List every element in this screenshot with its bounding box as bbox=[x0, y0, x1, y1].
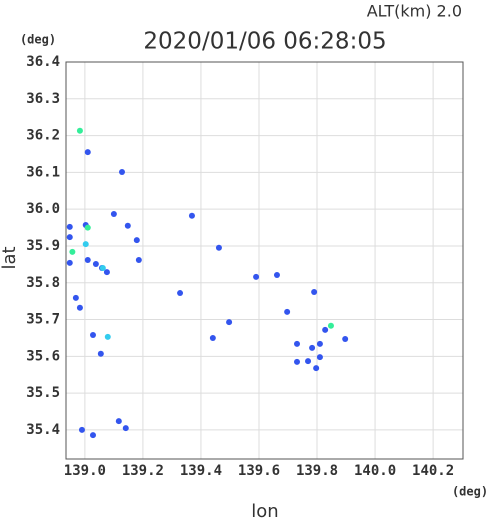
echo-point bbox=[316, 354, 323, 361]
echo-point bbox=[209, 334, 216, 341]
echo-point bbox=[115, 418, 122, 425]
echo-point bbox=[135, 256, 142, 263]
echo-point bbox=[309, 344, 316, 351]
echo-point bbox=[177, 290, 184, 297]
y-tick-label: 35.9 bbox=[26, 238, 60, 254]
y-unit: (deg) bbox=[20, 33, 56, 47]
echo-point bbox=[188, 212, 195, 219]
y-axis-label: lat bbox=[0, 246, 20, 269]
echo-point bbox=[89, 332, 96, 339]
echo-point bbox=[342, 336, 349, 343]
echo-point bbox=[327, 322, 334, 329]
echo-point bbox=[110, 210, 117, 217]
x-unit: (deg) bbox=[452, 485, 488, 499]
plot-frame bbox=[65, 61, 464, 460]
echo-point bbox=[76, 127, 83, 134]
y-tick-label: 36.2 bbox=[26, 128, 60, 144]
x-tick-label: 139.4 bbox=[180, 463, 222, 479]
x-tick-label: 140.2 bbox=[412, 463, 454, 479]
echo-point bbox=[72, 294, 79, 301]
y-tick-label: 35.6 bbox=[26, 348, 60, 364]
y-tick-label: 35.4 bbox=[26, 422, 60, 438]
echo-point bbox=[294, 358, 301, 365]
chart-title: 2020/01/06 06:28:05 bbox=[143, 29, 386, 55]
echo-point bbox=[97, 350, 104, 357]
echo-point bbox=[316, 340, 323, 347]
x-tick-label: 140.0 bbox=[354, 463, 396, 479]
x-tick-label: 139.8 bbox=[296, 463, 338, 479]
echo-point bbox=[78, 426, 85, 433]
echo-point bbox=[215, 244, 222, 251]
echo-point bbox=[284, 308, 291, 315]
echo-point bbox=[82, 241, 89, 248]
echo-point bbox=[122, 425, 129, 432]
echo-point bbox=[124, 222, 131, 229]
echo-point bbox=[294, 340, 301, 347]
x-axis-label: lon bbox=[251, 501, 278, 521]
echo-point bbox=[273, 272, 280, 279]
echo-point bbox=[76, 304, 83, 311]
y-tick-label: 35.8 bbox=[26, 275, 60, 291]
echo-point bbox=[103, 269, 110, 276]
echo-point bbox=[66, 234, 73, 241]
echo-point bbox=[311, 288, 318, 295]
echo-point bbox=[84, 256, 91, 263]
echo-point bbox=[84, 224, 91, 231]
echo-point bbox=[66, 259, 73, 266]
echo-point bbox=[226, 319, 233, 326]
y-tick-label: 36.3 bbox=[26, 91, 60, 107]
y-tick-label: 36.0 bbox=[26, 201, 60, 217]
annotation: ALT(km) 2.0 bbox=[367, 2, 462, 21]
echo-point bbox=[313, 365, 320, 372]
echo-point bbox=[322, 326, 329, 333]
echo-point bbox=[66, 223, 73, 230]
echo-point bbox=[133, 237, 140, 244]
echo-point bbox=[99, 265, 106, 272]
echo-point bbox=[84, 149, 91, 156]
echo-point bbox=[89, 432, 96, 439]
x-tick-label: 139.2 bbox=[122, 463, 164, 479]
x-tick-label: 139.0 bbox=[64, 463, 106, 479]
y-tick-label: 36.4 bbox=[26, 54, 60, 70]
echo-point bbox=[119, 169, 126, 176]
echo-point bbox=[104, 333, 111, 340]
x-tick-label: 139.6 bbox=[238, 463, 280, 479]
y-tick-label: 35.5 bbox=[26, 385, 60, 401]
echo-point bbox=[69, 248, 76, 255]
echo-point bbox=[92, 260, 99, 267]
y-tick-label: 35.7 bbox=[26, 312, 60, 328]
echo-point bbox=[305, 358, 312, 365]
echo-point bbox=[253, 273, 260, 280]
y-tick-label: 36.1 bbox=[26, 164, 60, 180]
